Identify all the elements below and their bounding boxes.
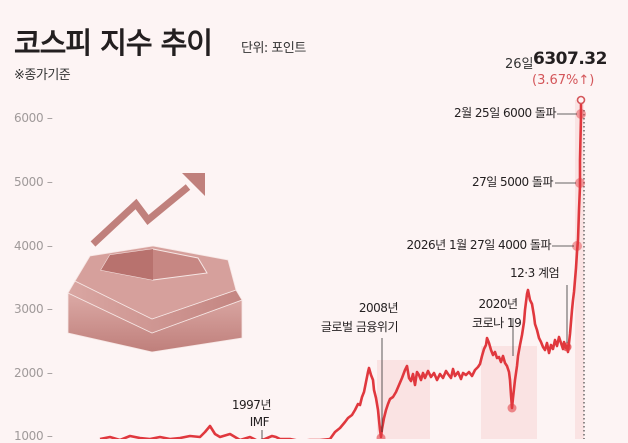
latest-change: (3.67%↑) [532, 73, 595, 88]
marker-gfc [376, 433, 386, 439]
band-2020 [481, 346, 537, 439]
annotation-martial-law: 12·3 계엄 [510, 266, 560, 280]
marker-6000 [576, 109, 586, 119]
y-tick-6000: 6000 – [14, 111, 53, 125]
annotation-6000: 2월 25일 6000 돌파 [453, 106, 557, 120]
y-tick-3000: 3000 – [14, 302, 53, 316]
latest-date: 26일 [505, 57, 534, 72]
annotation-covid-label: 코로나 19 [472, 316, 522, 330]
y-tick-2000: 2000 – [14, 366, 53, 380]
kospi-line [99, 100, 583, 439]
rising-arrow-icon [90, 173, 205, 247]
marker-4000 [572, 241, 582, 251]
marker-covid [507, 403, 517, 413]
annotation-5000: 27일 5000 돌파 [471, 175, 554, 189]
band-2026 [575, 100, 584, 439]
basis-note: ※종가기준 [14, 68, 71, 83]
y-tick-5000: 5000 – [14, 175, 53, 189]
latest-value: 6307.32 [533, 49, 607, 69]
marker-5000 [575, 178, 585, 188]
annotation-imf-year: 1997년 [231, 398, 272, 412]
annotation-4000: 2026년 1월 27일 4000 돌파 [406, 238, 552, 252]
marker-martial [562, 342, 572, 352]
unit-label: 단위: 포인트 [241, 41, 306, 56]
annotation-imf-label: IMF [249, 415, 270, 429]
annotation-gfc-year: 2008년 [358, 301, 399, 315]
y-tick-1000: 1000 – [14, 429, 53, 443]
marker-latest [576, 95, 586, 105]
chart-title: 코스피 지수 추이 [14, 26, 213, 60]
pedestal-illustration-icon [67, 245, 243, 353]
annotation-gfc-label: 글로벌 금융위기 [320, 320, 399, 334]
y-tick-4000: 4000 – [14, 239, 53, 253]
annotation-covid-year: 2020년 [478, 297, 518, 311]
